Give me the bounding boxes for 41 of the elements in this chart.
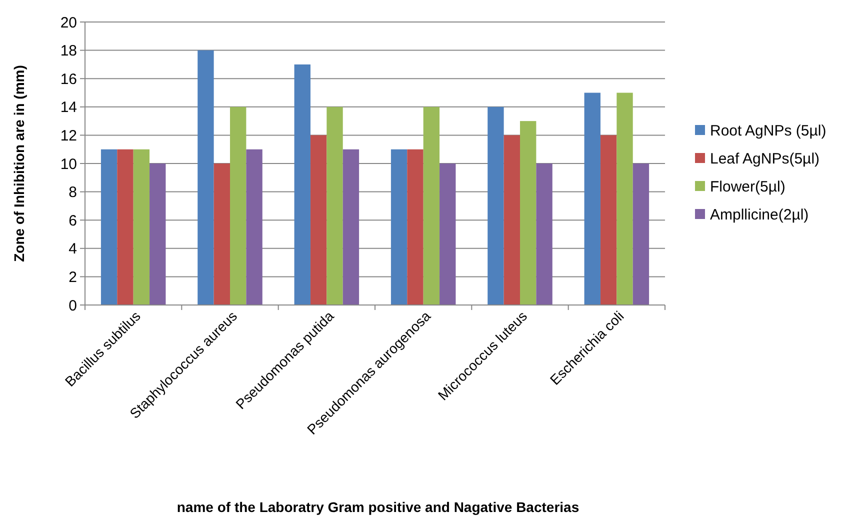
- bar: [230, 106, 246, 305]
- y-tick-label: 20: [60, 14, 77, 32]
- legend-label: Ampllicine(2µl): [710, 206, 809, 224]
- y-tick-label: 12: [60, 127, 77, 144]
- bar: [100, 149, 118, 305]
- y-tick-label: 10: [60, 156, 77, 173]
- bar: [440, 164, 456, 305]
- bar: [310, 135, 327, 305]
- bar: [326, 106, 343, 305]
- bar: [390, 149, 408, 305]
- legend-label: Flower(5µl): [710, 178, 786, 196]
- bar: [488, 106, 504, 305]
- bar: [616, 92, 633, 305]
- bar: [294, 64, 310, 305]
- y-tick-label: 8: [68, 184, 77, 202]
- bar: [520, 121, 536, 305]
- bar: [600, 135, 617, 305]
- bar: [504, 135, 520, 305]
- bar: [117, 149, 134, 305]
- bar: [536, 164, 552, 305]
- bar: [407, 149, 424, 305]
- legend-label: Leaf AgNPs(5µl): [710, 150, 820, 168]
- y-tick-label: 2: [68, 268, 77, 286]
- y-tick-label: 14: [60, 99, 77, 116]
- bar: [133, 149, 150, 305]
- bar: [632, 164, 650, 305]
- y-axis-title: Zone of Inhibition are in (mm): [11, 65, 27, 262]
- y-tick-label: 16: [60, 70, 77, 88]
- bar: [423, 106, 440, 305]
- y-tick-label: 4: [68, 240, 77, 258]
- bar: [214, 164, 230, 305]
- bar: [584, 92, 600, 305]
- bar: [198, 50, 214, 305]
- y-tick-label: 0: [68, 297, 77, 314]
- legend-label: Root AgNPs (5µl): [710, 122, 826, 140]
- y-tick-label: 6: [68, 212, 77, 230]
- bar: [150, 164, 166, 305]
- bar: [342, 149, 360, 305]
- x-axis-title: name of the Laboratry Gram positive and Nagative Bacterias: [176, 499, 580, 515]
- bar: [246, 149, 262, 305]
- y-tick-label: 18: [60, 42, 77, 60]
